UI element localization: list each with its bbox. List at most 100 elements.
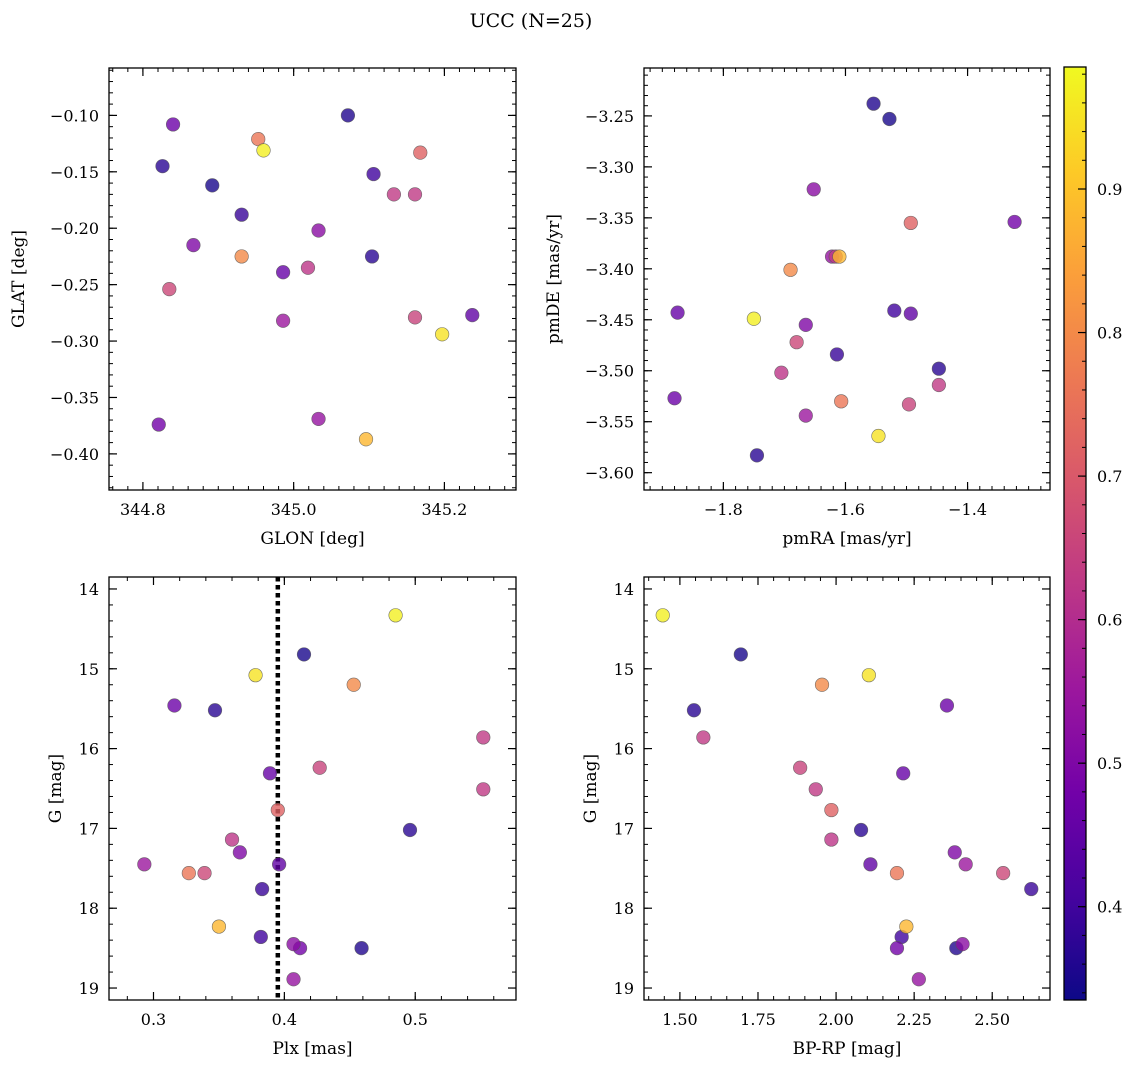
data-point bbox=[155, 159, 170, 174]
data-point bbox=[364, 249, 380, 264]
data-point bbox=[686, 703, 702, 718]
x-tick-label: 0.4 bbox=[272, 1010, 297, 1029]
data-point bbox=[253, 929, 268, 945]
data-point bbox=[256, 143, 271, 158]
x-axis-label: pmRA [mas/yr] bbox=[782, 529, 911, 549]
y-tick-label: 19 bbox=[79, 979, 99, 998]
data-point bbox=[476, 782, 491, 797]
y-axis-label: G [mag] bbox=[581, 754, 601, 823]
data-point bbox=[901, 397, 917, 412]
y-tick-label: 15 bbox=[614, 660, 634, 679]
y-tick-label: 16 bbox=[79, 740, 99, 759]
data-point bbox=[824, 832, 839, 847]
data-point bbox=[465, 308, 480, 323]
data-point bbox=[853, 822, 869, 838]
data-point bbox=[272, 857, 287, 872]
data-point bbox=[224, 832, 240, 847]
data-point bbox=[834, 394, 849, 409]
y-axis-label: G [mag] bbox=[46, 754, 66, 823]
x-tick-label: −1.6 bbox=[826, 500, 865, 519]
data-point bbox=[958, 857, 973, 872]
data-point bbox=[388, 608, 403, 623]
data-point bbox=[296, 647, 312, 662]
data-point bbox=[340, 108, 356, 123]
data-point bbox=[655, 608, 670, 623]
x-tick-label: 1.75 bbox=[740, 1010, 776, 1029]
y-tick-label: −0.25 bbox=[50, 276, 99, 295]
data-point bbox=[311, 223, 326, 238]
colorbar-tick-label: 0.7 bbox=[1097, 467, 1122, 486]
x-axis-label: BP-RP [mag] bbox=[793, 1039, 902, 1059]
x-tick-label: 345.2 bbox=[421, 500, 467, 519]
data-point bbox=[774, 365, 789, 380]
y-tick-label: −0.35 bbox=[50, 388, 99, 407]
y-tick-label: 14 bbox=[79, 580, 99, 599]
y-tick-label: −3.50 bbox=[585, 362, 634, 381]
data-point bbox=[889, 865, 905, 881]
colorbar-tick-label: 0.4 bbox=[1097, 898, 1122, 917]
data-point bbox=[749, 448, 765, 463]
data-point bbox=[789, 335, 804, 350]
data-point bbox=[947, 845, 962, 860]
x-tick-label: 344.8 bbox=[120, 500, 166, 519]
colorbar-frame bbox=[1063, 66, 1087, 1001]
colorbar-tick-label: 0.5 bbox=[1097, 754, 1122, 773]
y-axis-label: pmDE [mas/yr] bbox=[544, 214, 564, 344]
x-tick-label: 2.50 bbox=[974, 1010, 1010, 1029]
y-tick-label: 18 bbox=[614, 899, 634, 918]
y-tick-label: 15 bbox=[79, 660, 99, 679]
data-point bbox=[270, 802, 285, 818]
data-point bbox=[1024, 881, 1039, 897]
data-point bbox=[808, 782, 823, 797]
y-tick-label: 17 bbox=[79, 819, 99, 838]
x-tick-label: 2.00 bbox=[818, 1010, 854, 1029]
data-point bbox=[205, 178, 220, 193]
data-point bbox=[354, 941, 369, 956]
data-point bbox=[366, 166, 381, 182]
x-tick-label: 1.50 bbox=[662, 1010, 698, 1029]
data-point bbox=[733, 647, 748, 662]
data-point bbox=[783, 262, 798, 277]
y-tick-label: −0.10 bbox=[50, 106, 99, 125]
x-tick-label: 2.25 bbox=[896, 1010, 932, 1029]
y-tick-label: 16 bbox=[614, 740, 634, 759]
data-point bbox=[931, 377, 946, 393]
y-tick-label: −3.35 bbox=[585, 209, 634, 228]
data-point bbox=[276, 265, 291, 280]
data-point bbox=[232, 845, 247, 860]
data-point bbox=[234, 249, 249, 264]
data-point bbox=[286, 972, 301, 987]
data-point bbox=[996, 865, 1011, 881]
data-point bbox=[286, 937, 301, 952]
data-point bbox=[871, 428, 886, 444]
data-point bbox=[358, 432, 374, 447]
y-tick-label: −3.30 bbox=[585, 158, 634, 177]
data-point bbox=[667, 391, 682, 406]
data-point bbox=[832, 249, 847, 264]
y-tick-label: −0.30 bbox=[50, 332, 99, 351]
axes-frame bbox=[643, 67, 1051, 491]
panel-bprp-g: 1.50 1.75 2.00 2.25 2.50 14 15 16 17 18 19 BP-RP [m… bbox=[581, 576, 1051, 1059]
x-axis-label: Plx [mas] bbox=[272, 1039, 352, 1059]
data-point bbox=[911, 972, 926, 987]
data-point bbox=[165, 117, 181, 132]
data-point bbox=[435, 327, 450, 342]
data-point bbox=[162, 282, 177, 297]
y-tick-label: −3.25 bbox=[585, 107, 634, 126]
x-tick-label: 0.5 bbox=[403, 1010, 428, 1029]
y-tick-label: −3.45 bbox=[585, 311, 634, 330]
data-point bbox=[889, 941, 905, 956]
y-tick-label: −3.60 bbox=[585, 464, 634, 483]
data-point bbox=[899, 919, 914, 934]
axes-frame bbox=[643, 576, 1051, 1001]
data-point bbox=[863, 857, 878, 872]
data-point bbox=[696, 730, 711, 745]
data-point bbox=[896, 766, 911, 781]
x-tick-label: 0.3 bbox=[141, 1010, 166, 1029]
y-tick-label: −3.55 bbox=[585, 413, 634, 432]
data-point bbox=[346, 677, 361, 692]
data-point bbox=[300, 260, 316, 275]
data-point bbox=[939, 698, 955, 713]
data-point bbox=[746, 311, 761, 326]
y-tick-label: −0.15 bbox=[50, 163, 99, 182]
